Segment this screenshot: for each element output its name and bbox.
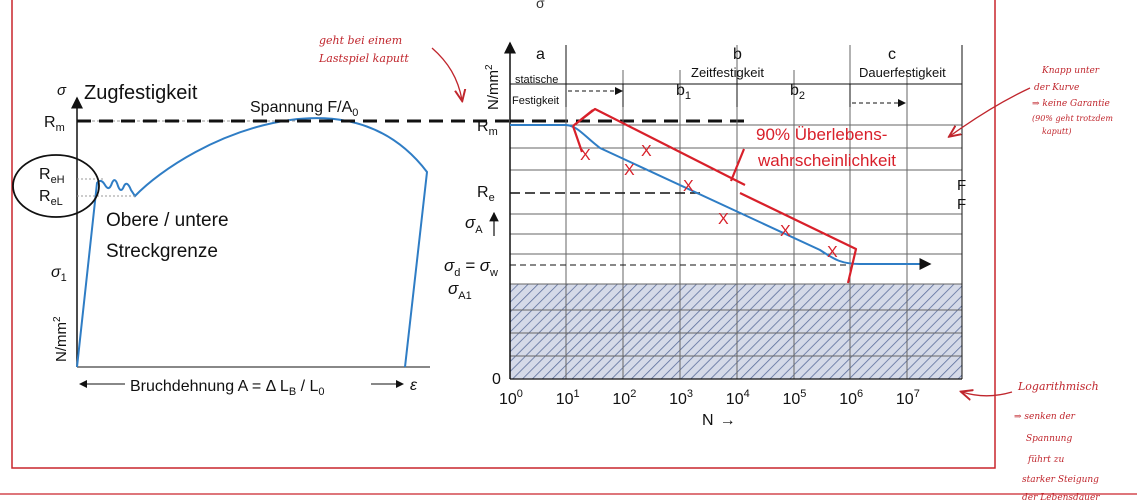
tick-label-1: 101 [556,388,580,408]
x-mark-6: X [827,244,838,261]
b2-label: b2 [790,82,805,102]
woehler-diagram: a b c statische Festigkeit Zeitfestigkei… [444,41,966,429]
survival-band-left [571,125,584,153]
sigma-a1-label: σA1 [448,279,472,302]
statische-label-2: Festigkeit [512,95,559,107]
tick-label-2: 102 [612,388,636,408]
woehler-rm-label: Rm [477,118,498,138]
cut-off-top-text: σ [536,0,545,11]
svg-text:⇒ keine Garantie: ⇒ keine Garantie [1032,99,1110,109]
woehler-re-label: Re [477,184,495,204]
left-unit-label: N/mm2 [52,316,70,362]
x-mark-0: X [580,147,591,164]
region-c-label: c [888,46,896,63]
survival-label-1: 90% Überlebens- [756,125,887,144]
bruchdehnung-label: Bruchdehnung A = Δ LB / L0 [130,378,325,398]
streckgrenze-label: Streckgrenze [106,241,218,262]
svg-text:geht bei einem: geht bei einem [319,34,402,47]
stress-strain-curve [76,117,429,368]
svg-text:kaputt): kaputt) [1042,127,1071,136]
svg-text:Logarithmisch: Logarithmisch [1017,380,1099,393]
tick-label-5: 105 [783,388,807,408]
hatched-region [510,284,962,379]
f-label-1: F [957,177,966,194]
zugfestigkeit-label: Zugfestigkeit [84,82,198,104]
x-mark-5: X [780,223,791,240]
sigma1-label: σ1 [51,264,67,284]
svg-text:der Kurve: der Kurve [1034,83,1079,93]
handwritten-right-note: Knapp unter der Kurve ⇒ keine Garantie (… [950,66,1113,136]
survival-band [572,107,858,284]
tick-label-7: 107 [896,388,920,408]
tick-label-0: 100 [499,388,523,408]
n-axis-label: N → [702,412,736,429]
obere-untere-label: Obere / untere [106,210,229,231]
zeitfestigkeit-label: Zeitfestigkeit [691,65,764,80]
tick-label-3: 103 [669,388,693,408]
svg-text:Spannung: Spannung [1026,434,1072,444]
woehler-unit-label: N/mm2 [484,64,502,110]
left-rm-label: Rm [44,114,65,134]
tick-label-4: 104 [726,388,750,408]
woehler-grid [510,45,962,379]
woehler-tick-labels: 100 101 102 103 104 105 106 107 [499,388,920,408]
svg-text:(90% geht trotzdem: (90% geht trotzdem [1032,114,1113,123]
b1-label: b1 [676,82,691,102]
svg-text:führt zu: führt zu [1027,455,1064,465]
rel-label: ReL [39,188,63,208]
spannung-label: Spannung F/A0 [250,99,358,119]
left-sigma-axis-label: σ [57,82,67,99]
x-mark-1: X [641,143,652,160]
f-label-2: F [957,196,966,213]
handwritten-top-note: geht bei einem Lastspiel kaputt [318,34,462,100]
woehler-curve [510,124,925,265]
handwritten-bottom-note: Logarithmisch ⇒ senken der Spannung führ… [962,380,1100,503]
tick-label-6: 106 [839,388,863,408]
sigma-a-label: σA [465,213,483,236]
epsilon-label: ε [410,377,418,394]
svg-text:Lastspiel kaputt: Lastspiel kaputt [318,52,409,65]
svg-text:Knapp unter: Knapp unter [1041,66,1100,76]
x-mark-4: X [718,211,729,228]
svg-text:⇒ senken der: ⇒ senken der [1014,412,1076,422]
reh-label: ReH [39,166,65,186]
statische-label-1: statische [515,74,558,86]
dauerfestigkeit-label: Dauerfestigkeit [859,65,946,80]
svg-text:starker Steigung: starker Steigung [1022,475,1099,485]
region-b-label: b [733,46,742,63]
stress-strain-diagram: σ Zugfestigkeit Rm Spannung F/A0 ReH ReL… [12,82,430,398]
x-mark-3: X [683,178,694,195]
woehler-zero-label: 0 [492,371,501,388]
region-a-label: a [536,46,545,63]
survival-label-2: wahrscheinlichkeit [757,151,896,170]
svg-text:der Lebensdauer: der Lebensdauer [1022,493,1100,503]
x-mark-2: X [624,162,635,179]
yield-circle [12,154,100,218]
sigma-dw-label: σd = σw [444,256,498,279]
slide-frame [11,0,996,469]
